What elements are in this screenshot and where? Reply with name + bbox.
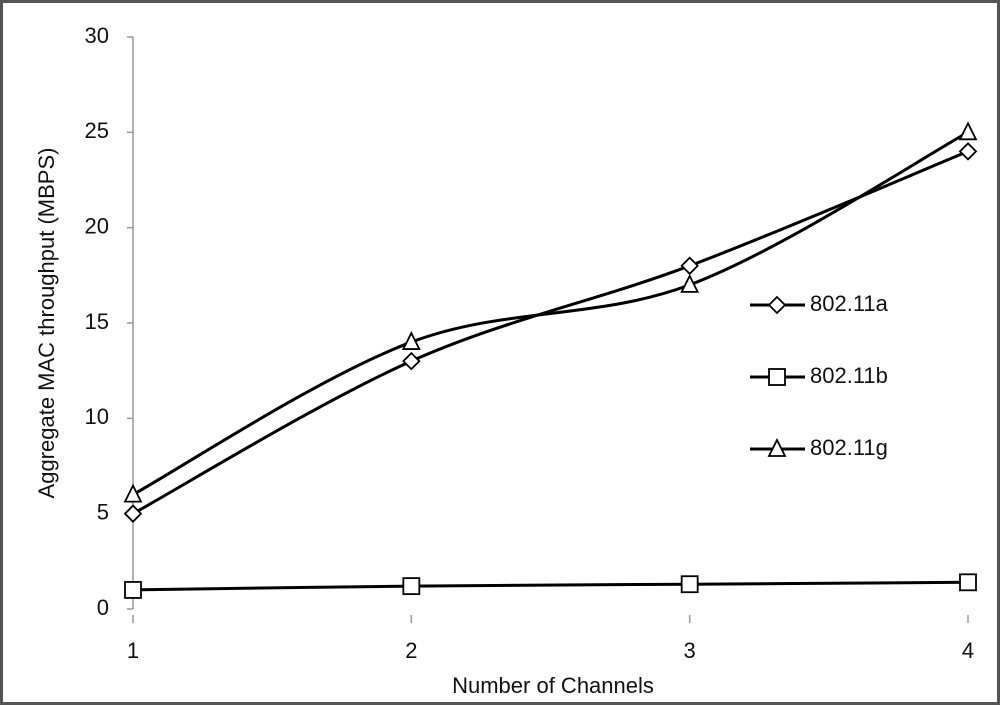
- y-tick-label: 10: [85, 404, 109, 429]
- x-tick-label: 3: [684, 638, 696, 663]
- marker: [958, 121, 978, 141]
- y-tick-label: 0: [97, 595, 109, 620]
- legend-marker: [767, 437, 787, 457]
- marker: [401, 331, 421, 350]
- x-tick-label: 4: [962, 638, 974, 663]
- series-line: [132, 580, 969, 592]
- series-line: [132, 131, 969, 496]
- marker: [402, 351, 421, 371]
- y-tick-label: 15: [85, 309, 109, 334]
- y-tick-label: 25: [85, 118, 109, 143]
- x-axis-label: Number of Channels: [452, 673, 654, 698]
- marker: [680, 273, 700, 293]
- marker: [680, 575, 699, 594]
- marker: [402, 577, 421, 596]
- series-line: [132, 150, 969, 515]
- x-tick-label: 1: [127, 638, 139, 663]
- marker: [958, 142, 978, 161]
- legend-label: 802.11g: [810, 435, 888, 460]
- legend-label: 802.11a: [810, 291, 889, 316]
- legend-marker: [767, 295, 787, 315]
- marker: [959, 573, 977, 592]
- marker: [123, 483, 143, 503]
- y-tick-label: 20: [85, 213, 109, 238]
- marker: [123, 504, 143, 523]
- marker: [680, 256, 699, 276]
- legend-label: 802.11b: [810, 363, 888, 388]
- legend-marker: [768, 368, 786, 386]
- y-axis-label: Aggregate MAC throughput (MBPS): [34, 148, 59, 499]
- marker: [124, 581, 142, 599]
- y-tick-label: 30: [85, 23, 109, 48]
- x-tick-label: 2: [405, 638, 417, 663]
- y-tick-label: 5: [97, 499, 109, 524]
